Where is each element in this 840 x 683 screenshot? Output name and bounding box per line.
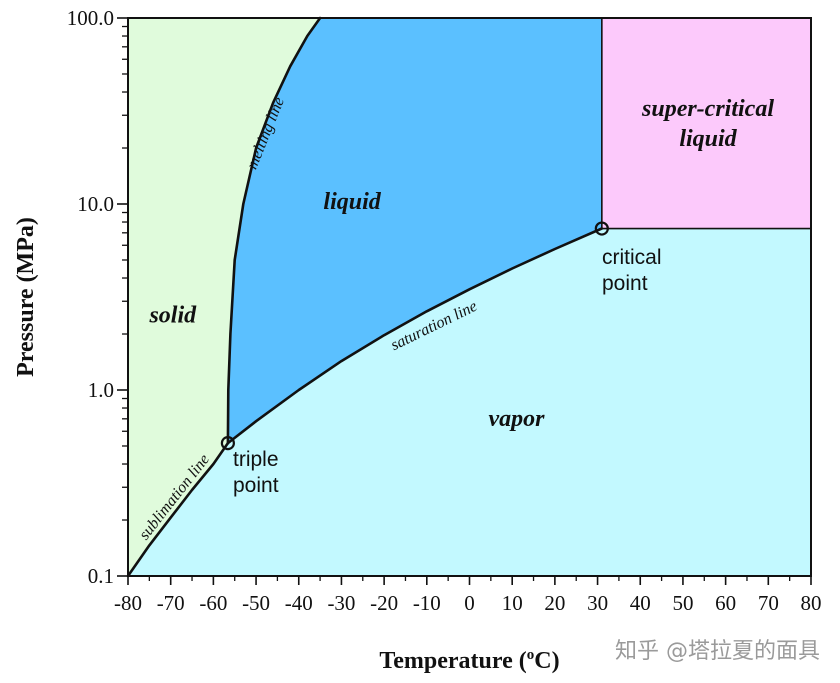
- y-axis-title: Pressure (MPa): [13, 217, 39, 377]
- x-tick-label: -20: [370, 591, 398, 615]
- sublimation-line: [126, 441, 230, 578]
- y-tick-label: 1.0: [88, 378, 114, 402]
- critical-point-marker: [594, 221, 609, 236]
- y-tick-label: 100.0: [67, 6, 114, 30]
- vapor-label: vapor: [488, 406, 545, 432]
- x-tick-label: 30: [587, 591, 608, 615]
- x-tick-label: -30: [327, 591, 355, 615]
- triple-point-label: triple point: [233, 448, 279, 497]
- solid-region: [128, 18, 321, 576]
- supercritical-boundary: [601, 18, 811, 230]
- x-axis-title: Temperature (oC): [379, 647, 559, 674]
- axes-layer: -80 -70 -60 -50 -40 -30 -20 -10 0 10 20 30 40 50 60 70 8…: [67, 6, 822, 615]
- regions-layer: [128, 18, 811, 576]
- solid-label: solid: [148, 303, 197, 329]
- x-tick-label: 20: [544, 591, 565, 615]
- x-tick-label: 50: [672, 591, 693, 615]
- liquid-label: liquid: [323, 189, 381, 215]
- supercritical-label: super-critical liquid: [641, 96, 774, 152]
- critical-point-label: critical point: [602, 246, 662, 295]
- x-tick-label: -10: [413, 591, 441, 615]
- triple-point-marker: [220, 436, 235, 451]
- x-tick-label: 60: [715, 591, 736, 615]
- liquid-region: [227, 18, 602, 444]
- x-tick-label: 0: [464, 591, 475, 615]
- x-tick-label: 10: [502, 591, 523, 615]
- watermark-text: 知乎 @塔拉夏的面具: [615, 639, 820, 664]
- x-tick-label: -60: [199, 591, 227, 615]
- curves-layer: [126, 16, 811, 578]
- x-tick-label: 70: [758, 591, 779, 615]
- y-tick-label: 0.1: [88, 564, 114, 588]
- melting-line: [226, 16, 322, 445]
- x-tick-label: -70: [157, 591, 185, 615]
- supercritical-region: [601, 18, 811, 229]
- x-tick-label: -40: [285, 591, 313, 615]
- x-tick-label: -80: [114, 591, 142, 615]
- saturation-line: [226, 227, 604, 445]
- y-tick-label: 10.0: [77, 192, 114, 216]
- x-tick-label: 40: [630, 591, 651, 615]
- x-tick-label: -50: [242, 591, 270, 615]
- x-tick-label: 80: [801, 591, 822, 615]
